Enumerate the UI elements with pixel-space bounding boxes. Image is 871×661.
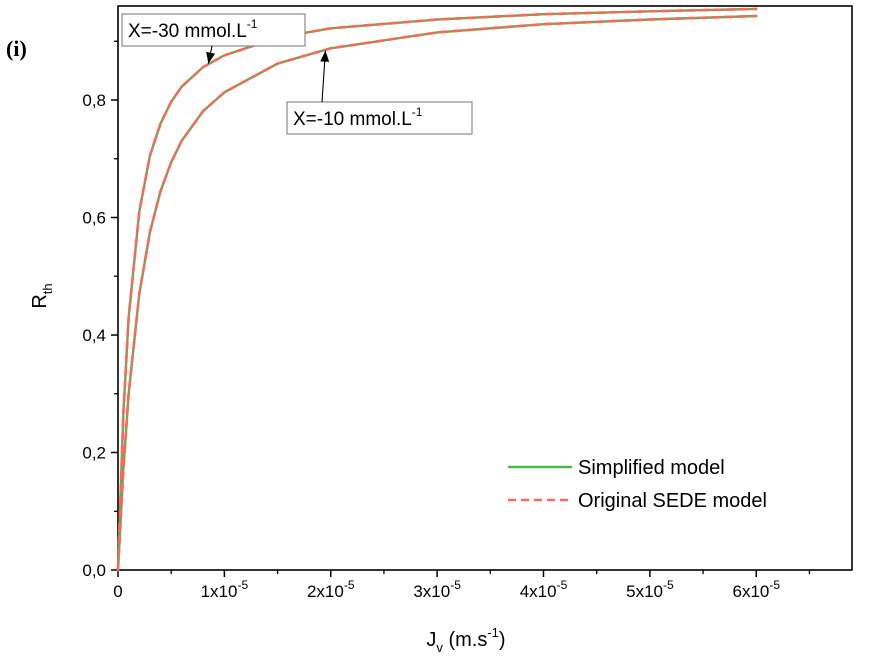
annotation-arrowhead [320, 50, 330, 62]
y-tick-label: 0,2 [82, 444, 106, 463]
x-axis-title-unit-sup: -1 [487, 625, 499, 640]
x-tick-label-base: 0 [113, 582, 122, 601]
series-line-original-sede-10 [116, 14, 758, 572]
y-axis-title: Rth [29, 283, 55, 308]
x-tick-label-exponent: -5 [237, 578, 248, 592]
annotation-label-exponent: -1 [412, 105, 423, 119]
y-axis-title-main: R [29, 294, 51, 308]
y-tick-label: 0,8 [82, 91, 106, 110]
legend: Simplified model Original SEDE model [508, 457, 767, 512]
annotation-label-base: X=-30 mmol.L [128, 21, 247, 42]
x-axis-title-unit-close: ) [499, 629, 506, 651]
x-axis-title-unit: (m.s [443, 629, 487, 651]
annotation-box [286, 101, 473, 135]
annotation-label: X=-10 mmol.L-1 [293, 105, 423, 130]
y-tick-label: 0,6 [82, 209, 106, 228]
curve-annotation: X=-30 mmol.L-1 [121, 13, 306, 64]
x-tick-label: 0 [113, 582, 122, 601]
annotation-box [121, 13, 306, 47]
x-axis-title: Jv (m.s-1) [426, 625, 505, 655]
annotations: X=-30 mmol.L-1X=-10 mmol.L-1 [121, 13, 473, 135]
x-tick-label-base: 5x10 [626, 582, 663, 601]
x-tick-label: 4x10-5 [520, 578, 568, 601]
x-tick-label-exponent: -5 [557, 578, 568, 592]
plot-border [117, 5, 853, 571]
series-line-original-sede-30 [116, 7, 758, 572]
y-axis-title-sub: th [40, 283, 55, 294]
x-tick-label-base: 1x10 [201, 582, 238, 601]
x-tick-label-exponent: -5 [450, 578, 461, 592]
x-tick-label-exponent: -5 [663, 578, 674, 592]
annotation-label-exponent: -1 [247, 17, 258, 31]
panel-label: (i) [6, 36, 27, 61]
legend-label: Original SEDE model [578, 490, 767, 512]
plot-frame [117, 5, 853, 571]
x-tick-label-exponent: -5 [344, 578, 355, 592]
x-axis-title-main: J [426, 629, 436, 651]
x-tick-label: 6x10-5 [732, 578, 780, 601]
annotation-arrowhead [206, 51, 216, 64]
y-tick-label: 0,4 [82, 326, 106, 345]
series-line-simplified-30 [116, 7, 758, 572]
x-tick-label-base: 3x10 [413, 582, 450, 601]
curve-annotation: X=-10 mmol.L-1 [286, 50, 473, 135]
y-tick-label: 0,0 [82, 561, 106, 580]
legend-label: Simplified model [578, 457, 725, 479]
series-line-simplified-10 [116, 14, 758, 572]
x-tick-label-exponent: -5 [769, 578, 780, 592]
x-tick-label: 2x10-5 [307, 578, 355, 601]
annotation-label-base: X=-10 mmol.L [293, 109, 412, 130]
x-tick-label-base: 4x10 [520, 582, 557, 601]
x-tick-label: 1x10-5 [201, 578, 249, 601]
x-tick-label-base: 6x10 [732, 582, 769, 601]
annotation-label: X=-30 mmol.L-1 [128, 17, 258, 42]
x-tick-label: 3x10-5 [413, 578, 461, 601]
x-tick-label-base: 2x10 [307, 582, 344, 601]
series-layer [116, 7, 758, 572]
x-tick-label: 5x10-5 [626, 578, 674, 601]
y-axis-ticks: 0,0 0,2 0,4 0,6 0,8 [82, 40, 118, 580]
x-axis-title-sub: v [436, 640, 443, 655]
x-axis-ticks: 0 1x10-5 2x10-5 3x10-5 4x10-5 5x10-5 6x10-5 [113, 570, 811, 601]
